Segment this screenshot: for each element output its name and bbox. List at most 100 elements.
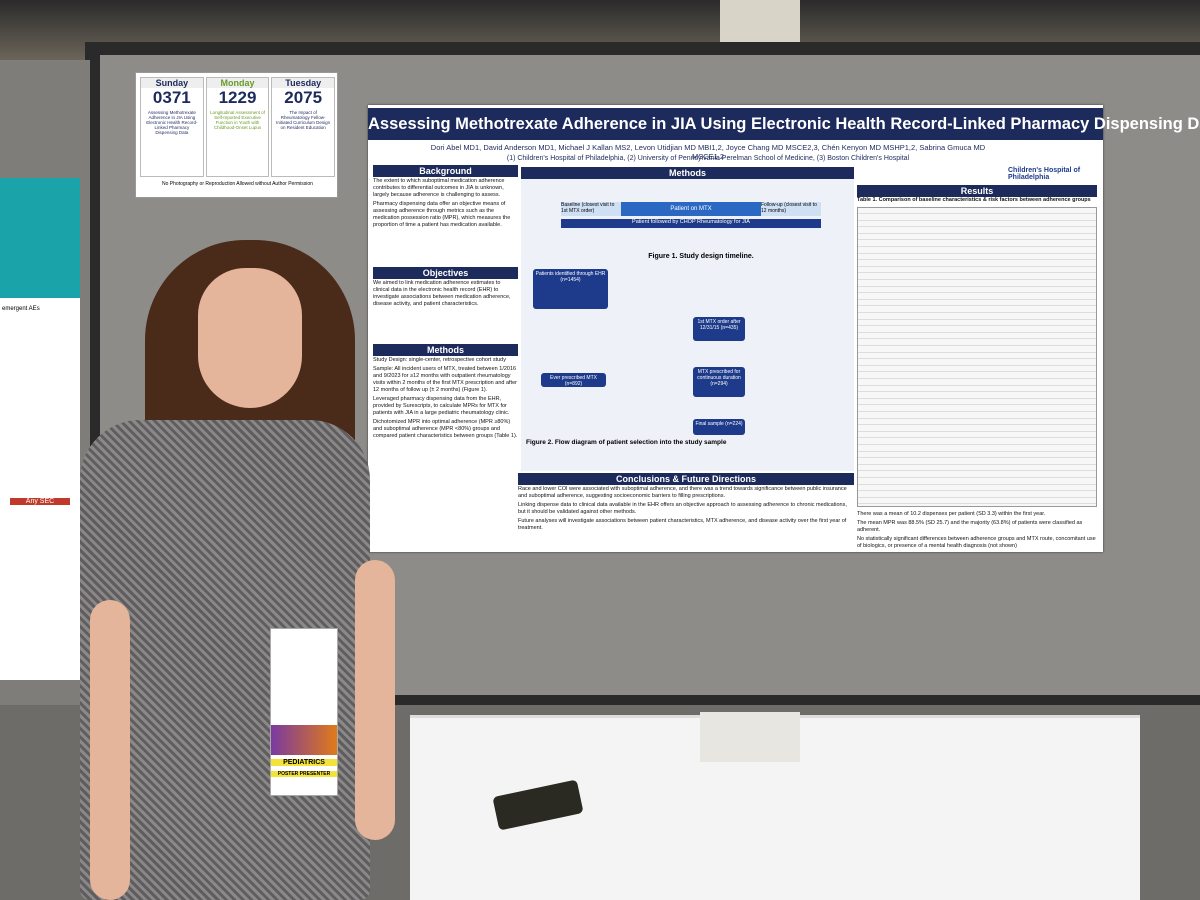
research-poster: Assessing Methotrexate Adherence in JIA …: [368, 105, 1200, 552]
arm: [90, 600, 130, 900]
results-column: Results Table 1. Comparison of baseline …: [857, 185, 1097, 550]
badge: PEDIATRICS POSTER PRESENTER: [270, 628, 338, 796]
flow-box: Ever prescribed MTX (n=892): [541, 373, 606, 387]
table-row: [858, 393, 1096, 399]
table-row: [858, 248, 1096, 254]
section-heading: Objectives: [373, 267, 518, 279]
day-name: Tuesday: [272, 78, 335, 88]
table-row: [858, 221, 1096, 228]
day-text: Longitudinal Assessment of Self-reported…: [210, 110, 265, 130]
table-row: [858, 347, 1096, 353]
logo: Children's Hospital of Philadelphia: [1008, 167, 1081, 181]
table-row: [858, 373, 1096, 379]
table-row: [858, 228, 1096, 234]
day-number: 2075: [284, 88, 323, 107]
table-row: [858, 287, 1096, 294]
table-row: [858, 261, 1096, 267]
section-heading: Results: [857, 185, 1097, 197]
table-row: [858, 413, 1096, 419]
bullet: Sample: All incident users of MTX, treat…: [373, 366, 517, 393]
sign-notice: No Photography or Reproduction Allowed w…: [162, 181, 313, 187]
table-row: [858, 294, 1096, 300]
table-row: [858, 366, 1096, 373]
bullet: There was a mean of 10.2 dispenses per p…: [857, 511, 1046, 517]
badge-role: POSTER PRESENTER: [271, 771, 337, 777]
day-number: 1229: [218, 88, 257, 107]
figure-caption: Figure 1. Study design timeline.: [648, 253, 754, 260]
table-row: [858, 492, 1096, 498]
sign-day: Monday 1229 Longitudinal Assessment of Sel…: [205, 77, 270, 177]
center-column: Methods Baseline (closest visit to 1st M…: [521, 167, 854, 471]
table-row: [858, 432, 1096, 439]
poster-authors: Dori Abel MD1, David Anderson MD1, Micha…: [430, 143, 986, 161]
bullet: Linking dispense data to clinical data a…: [518, 502, 847, 515]
table-row: [858, 314, 1096, 320]
table-row: [858, 386, 1096, 393]
left-poster: emergent AEs Any SEC: [0, 178, 80, 680]
bullet: Dichotomized MPR into optimal adherence …: [373, 419, 518, 439]
table-row: [858, 281, 1096, 287]
table-row: [858, 307, 1096, 313]
bullet: The extent to which suboptimal medicatio…: [373, 178, 505, 198]
sign-day: Sunday 0371 Assessing Methotrexate Adheren…: [140, 77, 204, 177]
bullet: No statistically significant differences…: [857, 536, 1096, 549]
table-row: [858, 360, 1096, 366]
section-heading: Background: [373, 165, 518, 177]
table-row: [858, 333, 1096, 340]
sign-days: Sunday 0371 Assessing Methotrexate Adheren…: [139, 77, 336, 177]
timeline-box: Patient followed by CHOP Rheumatology fo…: [561, 219, 821, 228]
bullet: Future analyses will investigate associa…: [518, 518, 847, 531]
left-column: Background The extent to which suboptima…: [373, 165, 518, 545]
badge-stripe: [271, 725, 337, 755]
results-table: [857, 207, 1097, 507]
flow-box: Patients identified through EHR (n=1454): [533, 269, 608, 309]
day-number: 0371: [152, 88, 191, 107]
table-row: [858, 459, 1096, 465]
table-row: [858, 267, 1096, 274]
flow-box: Final sample (n=224): [693, 419, 745, 435]
figure-caption: Figure 2. Flow diagram of patient select…: [526, 439, 727, 446]
table-row: [858, 465, 1096, 472]
bullet: Study Design: single-center, retrospecti…: [373, 357, 506, 363]
table-row: [858, 215, 1096, 221]
table-title: Table 1. Comparison of baseline characte…: [857, 197, 1091, 203]
flow-box: MTX prescribed for continuous duration (…: [693, 367, 745, 397]
arm: [355, 560, 395, 840]
left-poster-text: emergent AEs: [2, 306, 40, 312]
left-poster-label: Any SEC: [10, 498, 70, 505]
background-text: The extent to which suboptimal medicatio…: [373, 177, 518, 267]
table-row: [858, 472, 1096, 478]
timeline-box: Follow-up (closest visit to 12 months): [761, 202, 821, 216]
section-heading: Methods: [521, 167, 854, 179]
day-text: Assessing Methotrexate Adherence in JIA …: [146, 110, 198, 135]
results-text: There was a mean of 10.2 dispenses per p…: [857, 510, 1097, 550]
methods-text: Study Design: single-center, retrospecti…: [373, 356, 518, 561]
table-row: [858, 498, 1096, 505]
table-row: [858, 353, 1096, 360]
conclusions-text: Race and lower COI were associated with …: [518, 485, 854, 551]
table-row: [858, 446, 1096, 452]
table-row: [858, 399, 1096, 406]
table-row: [858, 452, 1096, 459]
face: [198, 268, 302, 408]
table-row: [858, 340, 1096, 346]
bullet: We aimed to link medication adherence es…: [373, 280, 511, 307]
bullet: Leveraged pharmacy dispensing data from …: [373, 396, 510, 416]
badge-specialty: PEDIATRICS: [271, 759, 337, 766]
paper: [700, 712, 800, 762]
table-row: [858, 426, 1096, 432]
table-row: [858, 479, 1096, 485]
table-row: [858, 406, 1096, 412]
table-row: [858, 300, 1096, 307]
table-row: [858, 234, 1096, 241]
table-row: [858, 274, 1096, 280]
table-row: [858, 439, 1096, 445]
section-heading: Conclusions & Future Directions: [518, 473, 854, 485]
poster-affiliations: (1) Children's Hospital of Philadelphia,…: [506, 155, 910, 162]
table-row: [858, 327, 1096, 333]
bullet: The mean MPR was 88.5% (SD 25.7) and the…: [857, 520, 1083, 533]
section-heading: Methods: [373, 344, 518, 356]
table-row: [858, 419, 1096, 426]
timeline-box: Patient on MTX: [621, 202, 761, 216]
